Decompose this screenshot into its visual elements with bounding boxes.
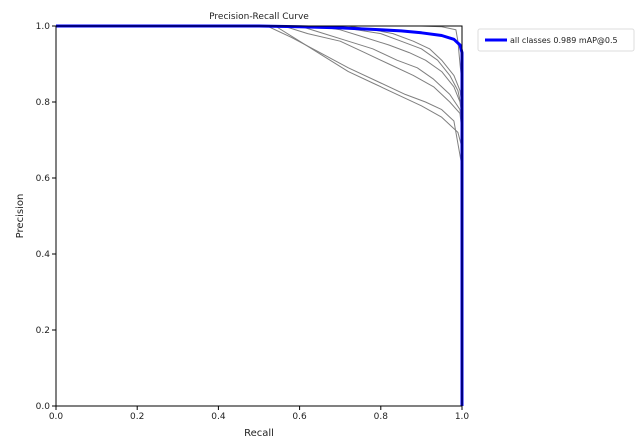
y-tick-label: 1.0 [36,22,51,32]
series-line-class-1 [56,25,463,406]
y-tick-label: 0.2 [36,326,50,336]
series-line-all-classes [56,24,464,406]
x-tick-label: 1.0 [455,412,470,422]
series-line-class-4 [56,25,463,125]
y-axis-label: Precision [15,194,26,239]
x-tick-label: 0.0 [49,412,64,422]
plot-area-frame [55,25,463,407]
x-tick-label: 0.4 [211,412,226,422]
series-line-class-6 [56,25,463,110]
series-line-class-2 [56,25,463,406]
y-tick-label: 0.4 [36,250,51,260]
y-tick-label: 0.6 [36,174,51,184]
y-tick-label: 0.8 [36,98,51,108]
x-axis-label: Recall [244,428,274,439]
series-line-class-5 [56,25,463,118]
legend: all classes 0.989 mAP@0.5 [477,28,635,52]
legend-frame [477,28,635,52]
series-line-class-3 [56,25,463,133]
series-line-class-7 [56,25,463,106]
series-line-class-8 [56,25,463,406]
chart-title: Precision-Recall Curve [209,12,309,22]
y-tick-label: 0.0 [36,402,51,412]
x-tick-label: 0.2 [130,412,144,422]
axis-ticks: 0.0 0.2 0.4 0.6 0.8 1.0 0.0 0.2 0.4 0.6 0.8 1.0 [36,22,470,422]
x-tick-label: 0.6 [292,412,307,422]
x-tick-label: 0.8 [374,412,389,422]
series-layer [56,24,464,406]
legend-label-all-classes: all classes 0.989 mAP@0.5 [510,36,618,45]
